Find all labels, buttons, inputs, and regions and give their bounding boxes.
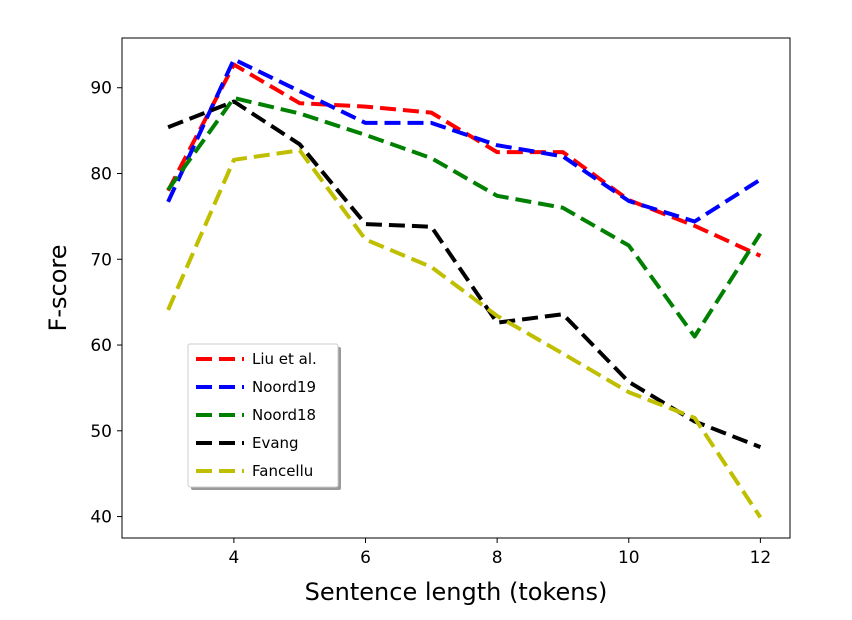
- y-tick-label-4: 80: [90, 165, 112, 185]
- y-tick-label-2: 60: [90, 336, 112, 356]
- x-tick-label-0: 4: [228, 548, 239, 568]
- series-line-0: [166, 62, 762, 258]
- legend-label-0: Liu et al.: [252, 350, 317, 368]
- series-line-4: [166, 148, 763, 519]
- x-tick-label-2: 8: [492, 548, 503, 568]
- legend: Liu et al. Noord19 Noord18 Evang Fancellu: [187, 343, 341, 490]
- legend-label-1: Noord19: [252, 378, 316, 396]
- series-line-1: [166, 57, 762, 224]
- legend-label-4: Fancellu: [252, 462, 313, 480]
- ticks-layer: 4 6 8 10 12 40 50 60 70 80 90: [90, 79, 771, 568]
- series-line-2: [166, 96, 763, 339]
- series-layer: [166, 57, 763, 519]
- y-tick-label-3: 70: [90, 250, 112, 270]
- y-tick-label-1: 50: [90, 422, 112, 442]
- x-tick-label-4: 12: [750, 548, 772, 568]
- y-tick-label-5: 90: [90, 79, 112, 99]
- y-axis-label: F-score: [44, 245, 72, 332]
- legend-label-2: Noord18: [252, 406, 316, 424]
- y-tick-label-0: 40: [90, 508, 112, 528]
- x-axis-label: Sentence length (tokens): [305, 578, 608, 606]
- legend-label-3: Evang: [252, 434, 299, 452]
- legend-box: [187, 343, 339, 488]
- x-tick-label-1: 6: [360, 548, 371, 568]
- series-line-3: [167, 99, 762, 449]
- x-tick-label-3: 10: [618, 548, 640, 568]
